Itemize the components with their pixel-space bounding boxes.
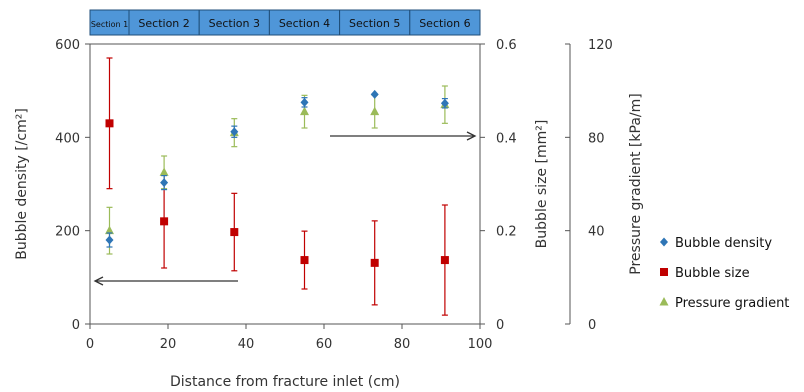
y-axis-right-title: Pressure gradient [kPa/m] [628,93,644,274]
section-label: Section 6 [419,17,470,30]
arrow-left-annotation [93,276,238,286]
bubble-size-point [370,258,379,267]
y-mid-tick-label: 0.6 [496,38,517,53]
x-tick-label: 20 [160,337,177,352]
series-bubble-size [105,57,449,316]
y-mid-tick-label: 0.4 [496,131,517,146]
legend-label: Bubble density [675,236,772,251]
bubble-size-point [300,256,309,265]
y-axis-left-title: Bubble density [/cm²] [14,108,30,260]
x-tick-label: 100 [468,337,493,352]
y-right-tick-label: 80 [588,131,605,146]
bubble-density-point [105,235,114,245]
bubble-density-point [160,178,169,188]
bubble-size-point [440,256,449,265]
section-box [409,9,481,36]
data-series [105,57,450,316]
pressure-gradient-point [659,297,669,306]
y-axis-left: 0 200 400 600 [55,38,90,333]
x-tick-label: 0 [86,337,94,352]
bubble-size-point [105,119,114,128]
x-tick-label: 80 [394,337,411,352]
y-axis-middle: 0 0.2 0.4 0.6 [480,38,517,333]
y-right-tick-label: 0 [588,318,596,333]
section-bar: Section 1 Section 2 Section 3 Section 4 Sect… [89,9,481,36]
y-right-tick-label: 120 [588,38,613,53]
y-mid-tick-label: 0 [496,318,504,333]
bubble-size-point [160,217,169,226]
y-axis-middle-title: Bubble size [mm²] [534,120,550,249]
section-label: Section 2 [138,17,189,30]
legend: Bubble density Bubble size Pressure gradie… [659,236,789,311]
section-box [89,9,130,36]
plot-area [89,43,481,325]
x-tick-label: 40 [238,337,255,352]
legend-label: Bubble size [675,266,750,281]
y-axis-right: 0 40 80 120 [565,38,613,333]
pressure-gradient-point [159,167,169,176]
section-box [128,9,200,36]
section-label: Section 1 [91,20,128,29]
x-axis: 0 20 40 60 80 100 [86,324,493,352]
y-left-tick-label: 400 [55,131,80,146]
legend-label: Pressure gradient [675,296,789,311]
y-left-tick-label: 200 [55,225,80,240]
x-tick-label: 60 [316,337,333,352]
y-left-tick-label: 0 [72,318,80,333]
x-axis-title: Distance from fracture inlet (cm) [170,374,400,390]
bubble-size-point [660,268,668,276]
series-bubble-density [105,89,449,248]
section-label: Section 3 [209,17,260,30]
bubble-density-point [660,237,668,247]
bubble-size-point [230,228,239,237]
bubble-density-point [230,127,239,137]
y-left-tick-label: 600 [55,38,80,53]
section-label: Section 4 [279,17,330,30]
arrow-right-annotation [330,131,477,141]
pressure-gradient-point [300,106,309,116]
pressure-gradient-point [370,106,380,116]
section-box [198,9,270,36]
section-label: Section 5 [349,17,400,30]
y-right-tick-label: 40 [588,225,605,240]
bubble-density-point [440,98,449,108]
pressure-gradient-point [105,225,114,235]
y-mid-tick-label: 0.2 [496,225,517,240]
bubble-density-point [370,89,379,99]
bubble-density-point [300,97,309,107]
section-box [339,9,411,36]
